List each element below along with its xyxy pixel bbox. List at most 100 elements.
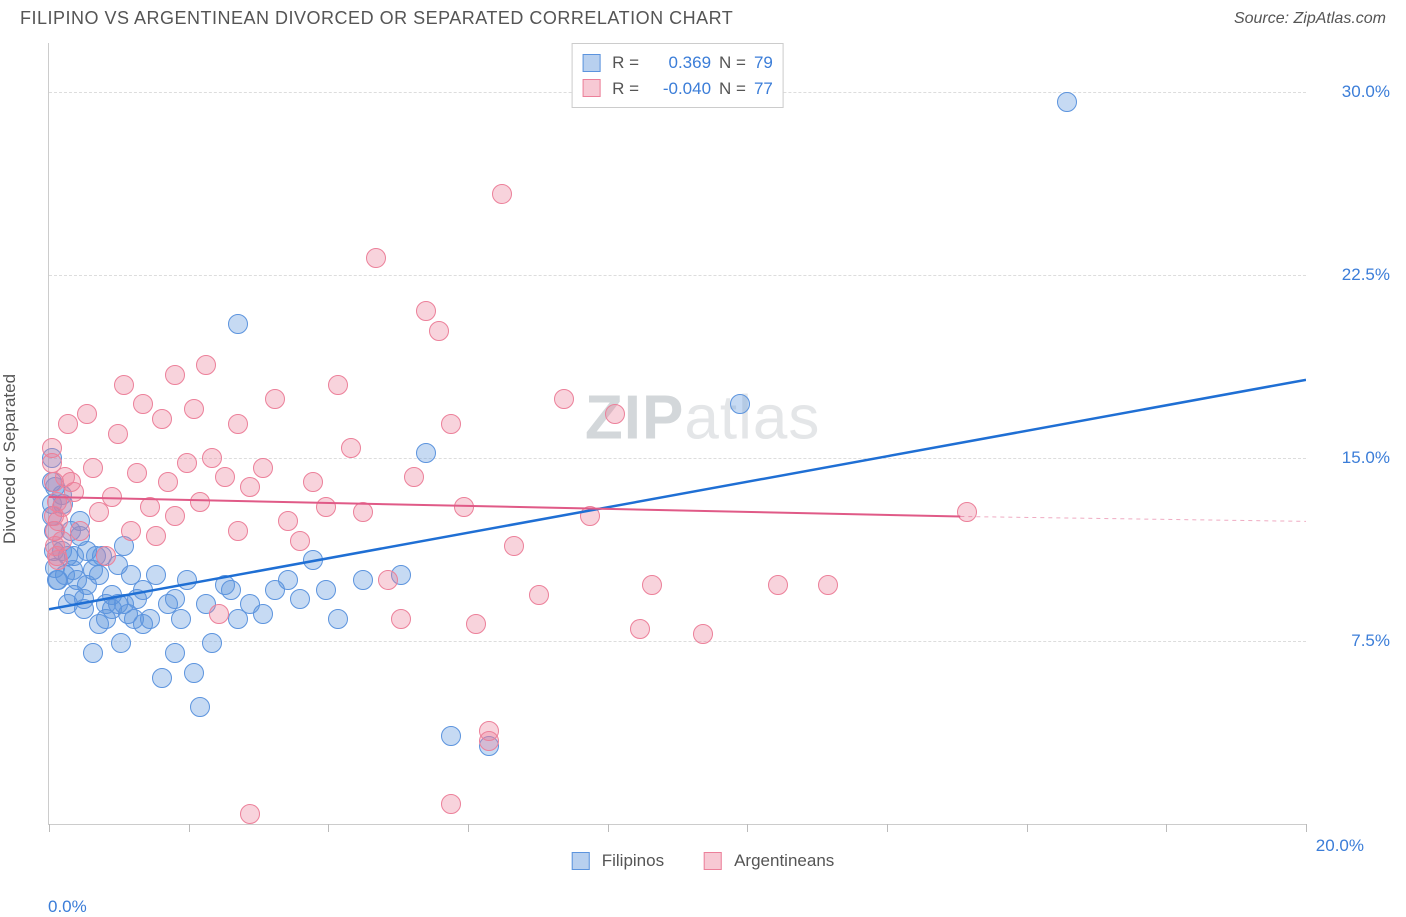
watermark-atlas: atlas [684, 383, 820, 452]
scatter-point-argentineans [693, 624, 713, 644]
scatter-point-argentineans [441, 414, 461, 434]
scatter-point-argentineans [215, 467, 235, 487]
scatter-point-filipinos [328, 609, 348, 629]
r-label: R = [612, 76, 639, 102]
scatter-point-filipinos [303, 550, 323, 570]
legend-label-argentineans: Argentineans [734, 851, 834, 871]
scatter-point-filipinos [171, 609, 191, 629]
scatter-point-argentineans [554, 389, 574, 409]
scatter-point-argentineans [818, 575, 838, 595]
scatter-point-argentineans [353, 502, 373, 522]
scatter-point-filipinos [89, 565, 109, 585]
swatch-argentineans [582, 79, 600, 97]
n-value: 79 [754, 50, 773, 76]
scatter-point-filipinos [190, 697, 210, 717]
scatter-point-argentineans [391, 609, 411, 629]
y-tick-label: 15.0% [1342, 448, 1390, 468]
x-min-label: 0.0% [48, 897, 87, 917]
scatter-point-argentineans [404, 467, 424, 487]
scatter-point-argentineans [140, 497, 160, 517]
scatter-point-filipinos [221, 580, 241, 600]
scatter-point-argentineans [228, 521, 248, 541]
scatter-point-argentineans [492, 184, 512, 204]
source-text: Source: ZipAtlas.com [1234, 10, 1386, 28]
scatter-point-filipinos [152, 668, 172, 688]
scatter-point-argentineans [121, 521, 141, 541]
scatter-point-argentineans [316, 497, 336, 517]
scatter-point-argentineans [454, 497, 474, 517]
scatter-point-argentineans [52, 531, 72, 551]
scatter-point-argentineans [152, 409, 172, 429]
chart-title: FILIPINO VS ARGENTINEAN DIVORCED OR SEPA… [20, 8, 733, 29]
stats-row-filipinos: R = 0.369 N = 79 [582, 50, 773, 76]
scatter-point-argentineans [429, 321, 449, 341]
r-value: -0.040 [647, 76, 711, 102]
scatter-point-argentineans [133, 394, 153, 414]
scatter-point-argentineans [466, 614, 486, 634]
scatter-point-argentineans [265, 389, 285, 409]
stats-row-argentineans: R = -0.040 N = 77 [582, 76, 773, 102]
scatter-point-filipinos [111, 633, 131, 653]
scatter-point-argentineans [957, 502, 977, 522]
y-tick-label: 7.5% [1351, 631, 1390, 651]
legend-item-argentineans: Argentineans [704, 851, 834, 871]
scatter-point-argentineans [504, 536, 524, 556]
scatter-point-argentineans [605, 404, 625, 424]
stats-legend: R = 0.369 N = 79 R = -0.040 N = 77 [571, 43, 784, 108]
scatter-point-argentineans [77, 404, 97, 424]
scatter-point-argentineans [158, 472, 178, 492]
scatter-point-argentineans [114, 375, 134, 395]
chart-area: Divorced or Separated R = 0.369 N = 79 R… [0, 33, 1406, 885]
swatch-argentineans-icon [704, 852, 722, 870]
y-tick-label: 22.5% [1342, 265, 1390, 285]
scatter-point-filipinos [184, 663, 204, 683]
scatter-point-argentineans [102, 487, 122, 507]
scatter-point-filipinos [74, 599, 94, 619]
r-value: 0.369 [647, 50, 711, 76]
x-max-label: 20.0% [1316, 836, 1364, 856]
scatter-point-argentineans [253, 458, 273, 478]
n-value: 77 [754, 76, 773, 102]
scatter-point-argentineans [580, 506, 600, 526]
scatter-point-argentineans [48, 550, 68, 570]
scatter-point-argentineans [177, 453, 197, 473]
scatter-point-argentineans [630, 619, 650, 639]
scatter-point-filipinos [290, 589, 310, 609]
r-label: R = [612, 50, 639, 76]
scatter-point-argentineans [83, 458, 103, 478]
scatter-point-argentineans [240, 804, 260, 824]
scatter-point-filipinos [253, 604, 273, 624]
x-tick [887, 824, 888, 832]
scatter-point-argentineans [416, 301, 436, 321]
swatch-filipinos [582, 54, 600, 72]
x-tick [328, 824, 329, 832]
trend-line-dash-argentineans [960, 516, 1306, 521]
scatter-point-argentineans [202, 448, 222, 468]
x-tick [49, 824, 50, 832]
legend-label-filipinos: Filipinos [602, 851, 664, 871]
scatter-point-filipinos [316, 580, 336, 600]
scatter-point-filipinos [140, 609, 160, 629]
scatter-point-argentineans [146, 526, 166, 546]
x-tick [189, 824, 190, 832]
plot-region: R = 0.369 N = 79 R = -0.040 N = 77 ZIPat… [48, 43, 1306, 825]
scatter-point-filipinos [165, 589, 185, 609]
scatter-point-argentineans [378, 570, 398, 590]
scatter-point-argentineans [228, 414, 248, 434]
scatter-point-filipinos [730, 394, 750, 414]
watermark-zip: ZIP [585, 383, 684, 452]
scatter-point-argentineans [303, 472, 323, 492]
scatter-point-filipinos [83, 643, 103, 663]
scatter-point-argentineans [196, 355, 216, 375]
scatter-point-argentineans [165, 365, 185, 385]
scatter-point-argentineans [165, 506, 185, 526]
x-tick [747, 824, 748, 832]
trend-line-argentineans [49, 497, 960, 517]
scatter-point-argentineans [70, 521, 90, 541]
scatter-point-filipinos [228, 314, 248, 334]
scatter-point-argentineans [768, 575, 788, 595]
swatch-filipinos-icon [572, 852, 590, 870]
scatter-point-argentineans [108, 424, 128, 444]
scatter-point-argentineans [190, 492, 210, 512]
scatter-point-filipinos [146, 565, 166, 585]
